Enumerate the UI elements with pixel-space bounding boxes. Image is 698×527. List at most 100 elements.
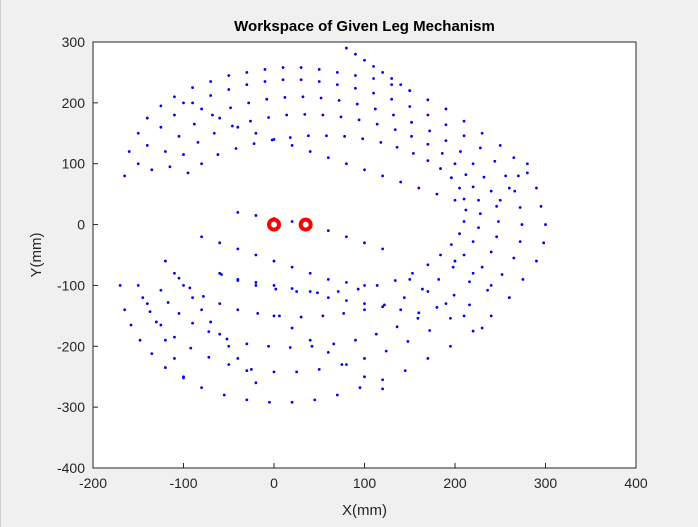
data-point [272, 259, 276, 263]
data-point [406, 340, 410, 343]
data-point [168, 165, 172, 169]
data-point [393, 279, 397, 282]
data-point [164, 150, 167, 153]
data-point [281, 66, 285, 69]
data-point [451, 265, 455, 269]
data-point [439, 253, 442, 257]
data-point [464, 208, 468, 212]
data-point [478, 212, 482, 216]
data-point [489, 314, 493, 318]
data-point [410, 120, 413, 124]
data-point [375, 284, 379, 287]
x-tick-label: -100 [169, 475, 197, 491]
y-axis-label: Y(mm) [28, 233, 45, 278]
data-point [252, 142, 256, 146]
data-point [272, 370, 276, 374]
data-point [459, 150, 462, 153]
data-point [464, 173, 468, 177]
data-point [426, 290, 430, 293]
data-point [272, 284, 276, 287]
data-point [326, 296, 330, 299]
data-point [411, 151, 415, 155]
data-point [123, 308, 127, 312]
data-point [182, 284, 185, 287]
data-point [308, 338, 312, 342]
data-point [462, 134, 466, 138]
data-point [290, 144, 294, 147]
data-point [426, 159, 430, 163]
data-point [150, 352, 154, 355]
data-point [335, 71, 339, 74]
data-point [477, 198, 480, 202]
data-point [290, 265, 294, 269]
y-tick-label: 0 [77, 217, 85, 233]
data-point [417, 311, 421, 315]
data-point [416, 316, 420, 320]
data-point [200, 235, 204, 239]
data-point [335, 83, 339, 86]
data-point [444, 123, 448, 127]
data-point [326, 156, 330, 160]
data-point [358, 386, 362, 390]
data-point [247, 101, 251, 105]
data-point [326, 350, 330, 354]
x-tick-label: 0 [270, 475, 278, 491]
data-point [520, 223, 524, 226]
data-point [209, 94, 213, 97]
x-tick-label: 100 [353, 475, 377, 491]
data-point [254, 280, 258, 284]
data-point [516, 174, 520, 178]
data-point [471, 271, 475, 275]
data-point [272, 314, 276, 318]
data-point [486, 288, 489, 292]
data-point [186, 171, 190, 175]
data-point [299, 66, 303, 69]
data-point [449, 176, 453, 180]
data-point [345, 162, 348, 166]
data-point [449, 243, 453, 247]
data-point [227, 363, 231, 366]
data-point [521, 277, 525, 281]
data-point [274, 287, 278, 291]
data-point [290, 220, 294, 223]
data-point [495, 235, 499, 239]
data-point [399, 83, 403, 86]
data-point [166, 301, 170, 304]
data-point [254, 214, 258, 217]
data-point [295, 370, 299, 374]
data-point [182, 153, 185, 156]
data-point [202, 294, 205, 298]
data-point [435, 305, 439, 309]
x-tick-label: 400 [624, 475, 648, 491]
data-point [256, 312, 260, 315]
data-point [145, 116, 149, 120]
data-point [498, 144, 502, 147]
data-point [444, 302, 448, 306]
data-point [154, 320, 158, 324]
data-point [390, 97, 394, 101]
data-point [288, 136, 292, 139]
data-point [379, 141, 383, 144]
data-point [381, 174, 384, 178]
data-point [182, 101, 185, 105]
data-point [306, 134, 310, 138]
data-point [245, 398, 249, 402]
data-point [263, 80, 267, 83]
y-tick-label: -200 [57, 338, 85, 354]
y-tick-label: -300 [57, 399, 85, 415]
data-point [177, 134, 181, 138]
data-point [526, 162, 529, 166]
data-point [321, 113, 325, 117]
data-point [439, 167, 442, 170]
data-point [218, 241, 222, 245]
data-point [345, 299, 348, 303]
data-point [495, 204, 499, 208]
data-point [435, 192, 439, 196]
data-point [254, 131, 258, 135]
data-point [159, 323, 163, 327]
data-point [471, 162, 475, 166]
data-point [390, 77, 394, 80]
points-layer [118, 46, 547, 404]
data-point [363, 308, 366, 312]
